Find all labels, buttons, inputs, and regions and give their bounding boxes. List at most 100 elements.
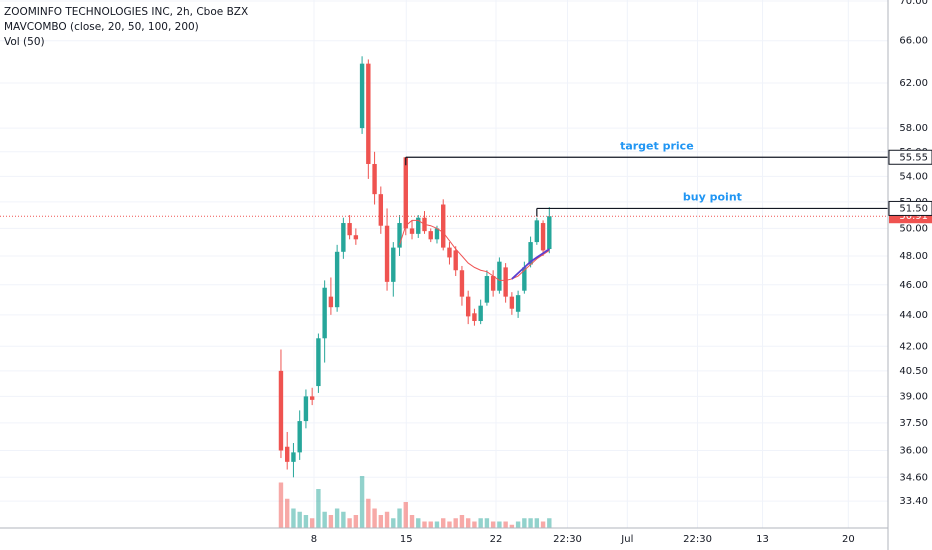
volume-bar [322, 511, 327, 528]
candle-body [409, 228, 415, 234]
candle-body [484, 276, 490, 303]
grid [0, 0, 888, 528]
volume-bar [328, 515, 334, 528]
volume-bar [428, 521, 433, 528]
volume-bar [334, 508, 340, 528]
level-label: 55.55 [899, 152, 928, 163]
candle-body [403, 157, 408, 229]
candle-body [347, 223, 352, 236]
y-tick-label: 44.00 [899, 310, 928, 321]
y-tick-label: 42.00 [899, 341, 928, 352]
volume-bar [515, 521, 521, 528]
volume-bar [547, 518, 552, 528]
candle-body [490, 276, 496, 291]
candle-body [334, 251, 340, 308]
volume-bar [522, 518, 527, 528]
level-label: 51.50 [899, 203, 928, 214]
level-text: target price [620, 139, 694, 152]
candle-body [372, 163, 377, 195]
last-price-label: 50.91 [899, 211, 928, 222]
volume-bar [534, 518, 540, 528]
candle-body [441, 204, 446, 248]
x-tick-label: Jul [620, 534, 633, 545]
candle-body [366, 63, 371, 164]
candle-body [478, 305, 483, 322]
volume-bar [540, 521, 546, 528]
candle-body [465, 296, 471, 317]
volume-bar [391, 518, 396, 528]
candle-body [297, 421, 302, 453]
volume-bar [453, 518, 458, 528]
candle-body [459, 270, 465, 297]
plot: target price buy point [0, 56, 888, 528]
candle-body [428, 231, 433, 240]
y-tick-label: 66.00 [899, 36, 928, 47]
volume-bar [403, 502, 408, 528]
volume-bar [353, 515, 359, 528]
candle-body [285, 446, 290, 462]
candle-body [316, 338, 321, 387]
moving-average [511, 248, 550, 280]
y-tick-label: 50.00 [899, 223, 928, 234]
y-tick-label: 37.50 [899, 418, 928, 429]
volume-bar [490, 521, 496, 528]
volume-bar [509, 524, 515, 528]
candle-body [303, 396, 309, 422]
volume-bar [291, 508, 296, 528]
volume-bar [447, 521, 452, 528]
level-box [888, 149, 932, 165]
volume-bar [503, 521, 508, 528]
candle-body [291, 452, 296, 462]
volume-bar [472, 521, 477, 528]
y-tick-label: 39.00 [899, 391, 928, 402]
x-tick-label: 22:30 [683, 534, 712, 545]
candle-body [322, 287, 327, 339]
volume-bar [278, 482, 284, 528]
indicator-label: Vol (50) [4, 36, 45, 48]
volume-bar [341, 511, 346, 528]
x-tick-label: 20 [842, 534, 855, 545]
x-tick-label: 15 [400, 534, 413, 545]
volume-bar [372, 508, 377, 528]
candle-body [378, 194, 384, 226]
volume-bar [347, 518, 352, 528]
y-tick-label: 48.00 [899, 251, 928, 262]
y-tick-label: 62.00 [899, 78, 928, 89]
y-tick-label: 54.00 [899, 171, 928, 182]
x-tick-label: 13 [756, 534, 769, 545]
candle-body [434, 228, 440, 240]
y-tick-label: 40.50 [899, 366, 928, 377]
candle-body [497, 261, 502, 291]
candle-body [503, 267, 508, 297]
chart-title: ZOOMINFO TECHNOLOGIES INC, 2h, Cboe BZX [4, 6, 248, 18]
x-tick-label: 8 [311, 534, 317, 545]
candle-body [359, 63, 365, 129]
volume-bar [297, 511, 302, 528]
volume-bar [384, 511, 390, 528]
volume-bar [528, 518, 533, 528]
volume-bar [303, 515, 309, 528]
candle-body [328, 296, 334, 308]
x-tick-label: 22 [490, 534, 503, 545]
volume-bar [484, 518, 490, 528]
volume-bar [441, 518, 446, 528]
candle-body [416, 217, 421, 234]
volume-bar [366, 498, 371, 528]
level-text: buy point [683, 190, 742, 203]
candle-body [540, 223, 546, 251]
volume-bar [397, 508, 402, 528]
volume-bar [309, 518, 315, 528]
y-tick-label: 70.00 [899, 0, 928, 7]
candle-body [528, 242, 533, 265]
volume-bar [465, 518, 471, 528]
candle-body [509, 296, 515, 309]
candle-body [522, 267, 527, 291]
y-tick-label: 34.60 [899, 472, 928, 483]
candle-body [341, 223, 346, 252]
volume-bar [459, 515, 465, 528]
axes: 70.0066.0062.0058.0056.0054.0052.0050.00… [311, 0, 932, 545]
volume-bar [359, 476, 365, 528]
indicator-label: MAVCOMBO (close, 20, 50, 100, 200) [4, 21, 199, 33]
